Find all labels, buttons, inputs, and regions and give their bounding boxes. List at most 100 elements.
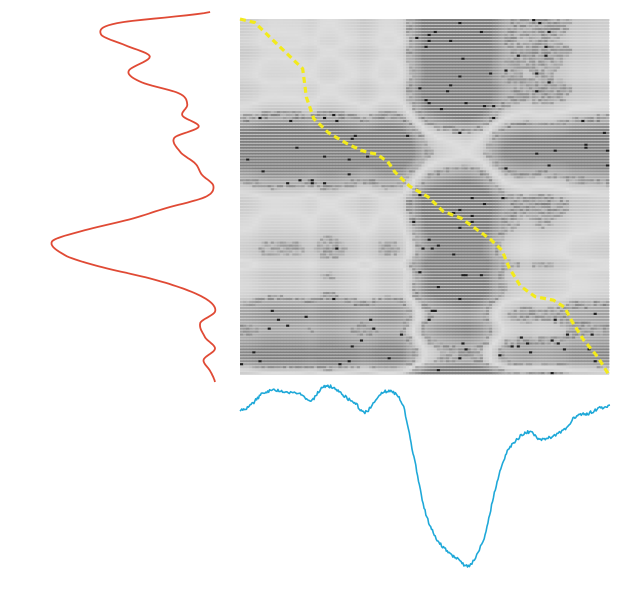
matrix-cell — [541, 36, 545, 40]
matrix-cell — [292, 102, 296, 105]
matrix-cell — [313, 110, 318, 114]
matrix-cell — [335, 93, 339, 96]
matrix-cell — [473, 131, 478, 134]
matrix-cell — [273, 27, 278, 31]
matrix-cell — [605, 36, 610, 40]
matrix-cell — [347, 45, 352, 48]
matrix-cell — [286, 102, 290, 105]
matrix-cell — [363, 54, 367, 57]
matrix-cell — [532, 108, 536, 111]
matrix-cell — [415, 66, 419, 69]
matrix-cell — [396, 93, 401, 96]
matrix-cell — [366, 96, 370, 99]
matrix-cell — [390, 110, 395, 114]
matrix-cell — [464, 81, 468, 84]
matrix-cell — [350, 137, 355, 140]
matrix-cell — [510, 51, 515, 54]
matrix-cell — [492, 60, 496, 63]
matrix-cell — [412, 99, 416, 102]
matrix-cell — [329, 102, 333, 105]
matrix-cell — [412, 19, 416, 22]
matrix-cell — [307, 125, 312, 129]
matrix-cell — [261, 72, 265, 75]
matrix-cell — [409, 54, 413, 57]
matrix-cell — [501, 72, 505, 75]
matrix-cell — [390, 60, 395, 63]
matrix-cell — [363, 66, 367, 69]
matrix-cell — [578, 90, 582, 93]
matrix-cell — [442, 33, 447, 37]
matrix-cell — [510, 48, 515, 51]
matrix-cell — [504, 116, 508, 120]
matrix-cell — [504, 93, 508, 96]
matrix-cell — [406, 131, 410, 134]
matrix-cell — [439, 134, 444, 137]
matrix-cell — [396, 21, 401, 25]
matrix-cell — [344, 51, 349, 54]
matrix-cell — [504, 113, 508, 117]
matrix-cell — [375, 48, 379, 51]
matrix-cell — [341, 72, 345, 75]
matrix-cell — [409, 131, 413, 134]
matrix-cell — [335, 131, 339, 134]
matrix-cell — [464, 24, 468, 28]
matrix-cell — [276, 90, 281, 93]
matrix-cell — [498, 93, 502, 96]
matrix-cell — [341, 119, 345, 123]
matrix-cell — [605, 45, 610, 48]
matrix-cell — [387, 48, 392, 51]
matrix-cell — [409, 42, 413, 45]
matrix-cell — [295, 33, 299, 37]
matrix-cell — [240, 119, 244, 123]
matrix-cell — [575, 81, 579, 84]
matrix-cell — [461, 87, 465, 90]
matrix-cell — [249, 96, 253, 99]
matrix-cell — [384, 72, 388, 75]
matrix-cell — [415, 140, 419, 143]
matrix-cell — [313, 131, 318, 134]
matrix-cell — [341, 99, 345, 102]
matrix-cell — [449, 116, 453, 120]
matrix-cell — [486, 72, 490, 75]
matrix-cell — [375, 72, 379, 75]
matrix-cell — [396, 102, 401, 105]
matrix-cell — [372, 93, 376, 96]
matrix-cell — [510, 87, 515, 90]
matrix-cell — [326, 51, 330, 54]
matrix-cell — [581, 81, 585, 84]
matrix-cell — [602, 116, 607, 120]
matrix-cell — [267, 60, 272, 63]
matrix-cell — [439, 122, 444, 126]
matrix-cell — [436, 63, 441, 66]
matrix-cell — [424, 63, 428, 66]
matrix-cell — [246, 19, 250, 22]
matrix-cell — [301, 21, 305, 25]
matrix-cell — [565, 128, 570, 131]
matrix-cell — [575, 48, 579, 51]
matrix-cell — [381, 125, 385, 129]
matrix-cell — [307, 57, 312, 60]
matrix-cell — [430, 108, 435, 111]
matrix-cell — [301, 113, 305, 117]
matrix-cell — [461, 113, 465, 117]
matrix-cell — [326, 75, 330, 78]
matrix-cell — [587, 51, 591, 54]
matrix-cell — [587, 69, 591, 72]
matrix-cell — [532, 96, 536, 99]
matrix-cell — [375, 113, 379, 117]
matrix-cell — [255, 78, 259, 81]
matrix-cell — [283, 96, 287, 99]
matrix-cell — [482, 96, 487, 99]
matrix-cell — [393, 60, 398, 63]
matrix-cell — [599, 51, 604, 54]
matrix-cell — [415, 75, 419, 78]
matrix-cell — [292, 51, 296, 54]
matrix-cell — [605, 60, 610, 63]
matrix-cell — [489, 99, 493, 102]
matrix-cell — [587, 81, 591, 84]
matrix-cell — [455, 36, 459, 40]
matrix-cell — [430, 102, 435, 105]
matrix-cell — [424, 102, 428, 105]
matrix-cell — [338, 140, 342, 143]
matrix-cell — [430, 140, 435, 143]
